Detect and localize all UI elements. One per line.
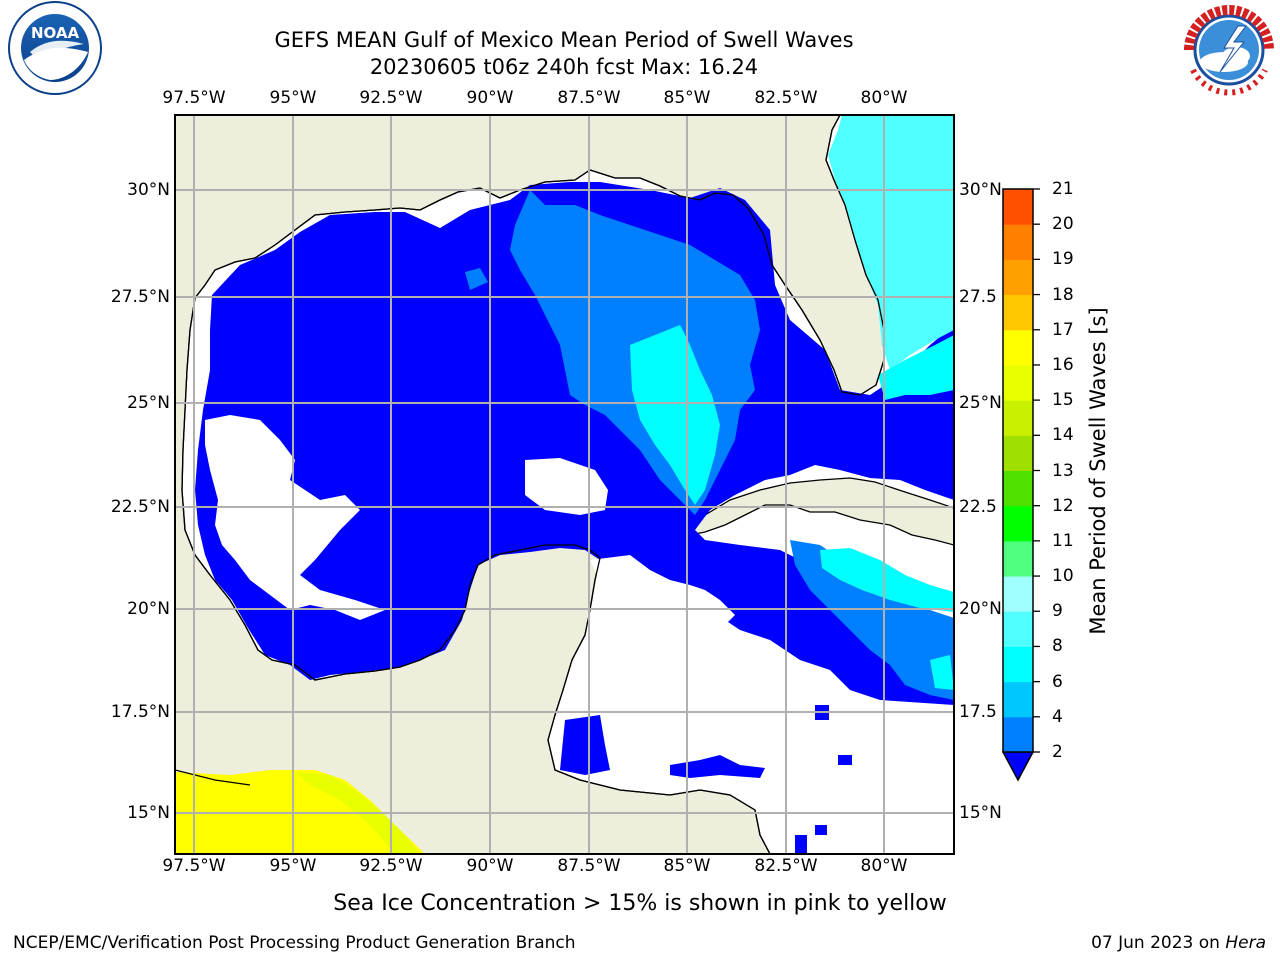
map-plot — [175, 115, 954, 854]
colorbar-band — [1003, 329, 1033, 366]
colorbar-tick-label: 19 — [1052, 249, 1074, 270]
colorbar-tick-label: 2 — [1052, 742, 1063, 762]
colorbar-tick-label: 15 — [1052, 390, 1074, 411]
colorbar-tick-label: 8 — [1052, 636, 1063, 657]
lon-label-top: 97.5°W — [162, 88, 226, 108]
swell-6-8s — [630, 325, 720, 505]
colorbar-band — [1003, 505, 1033, 542]
lat-label-right: 20°N — [959, 599, 1002, 619]
map-frame — [174, 114, 955, 855]
colorbar-tick-label: 13 — [1052, 460, 1074, 481]
chart-subtitle: 20230605 t06z 240h fcst Max: 16.24 — [369, 55, 759, 79]
colorbar-tick-label: 20 — [1052, 214, 1074, 235]
lon-label-top: 82.5°W — [754, 88, 818, 108]
colorbar-tick-label: 10 — [1052, 566, 1074, 587]
colorbar-tick-label: 12 — [1052, 495, 1074, 516]
lon-label-bottom: 80°W — [860, 856, 908, 876]
colorbar-label: Mean Period of Swell Waves [s] — [1086, 307, 1110, 635]
lat-label-right: 17.5 — [959, 702, 997, 722]
lat-label-right: 22.5 — [959, 497, 997, 517]
lat-label-right: 27.5 — [959, 287, 997, 307]
colorbar-band — [1003, 189, 1033, 225]
swell-2-4s — [195, 182, 954, 705]
swell-atlantic — [828, 115, 954, 370]
colorbar-band — [1003, 435, 1033, 471]
lon-label-top: 95°W — [269, 88, 317, 108]
colorbar-band — [1003, 540, 1033, 577]
svg-text:NOAA: NOAA — [31, 24, 80, 42]
colorbar-band — [1003, 716, 1033, 753]
colorbar-band — [1003, 576, 1033, 612]
lat-label-right: 30°N — [959, 180, 1002, 200]
colorbar-band — [1003, 224, 1033, 260]
lon-label-bottom: 95°W — [269, 856, 317, 876]
nws-logo — [1183, 4, 1275, 96]
colorbar-tick-label: 17 — [1052, 319, 1074, 340]
lon-label-bottom: 82.5°W — [754, 856, 818, 876]
colorbar-band — [1003, 681, 1033, 718]
lat-label-right: 25°N — [959, 393, 1002, 413]
colorbar-band — [1003, 259, 1033, 296]
lon-label-bottom: 87.5°W — [557, 856, 621, 876]
lon-label-top: 85°W — [663, 88, 711, 108]
colorbar-tick-label: 9 — [1052, 601, 1063, 622]
colorbar-tick-label: 11 — [1052, 530, 1074, 551]
lon-label-top: 90°W — [466, 88, 514, 108]
colorbar-tick-label: 16 — [1052, 354, 1074, 375]
colorbar-band — [1003, 611, 1033, 647]
footer-credit: NCEP/EMC/Verification Post Processing Pr… — [13, 933, 576, 953]
colorbar — [1001, 188, 1040, 782]
colorbar-band — [1003, 294, 1033, 331]
colorbar-band — [1003, 400, 1033, 436]
colorbar-tick-label: 6 — [1052, 671, 1063, 692]
lat-label-left: 30°N — [127, 180, 170, 200]
no-data-west — [205, 415, 385, 620]
colorbar-tick-label: 14 — [1052, 425, 1074, 446]
lat-label-left: 27.5°N — [110, 287, 170, 307]
sea-ice-note: Sea Ice Concentration > 15% is shown in … — [333, 891, 947, 916]
lat-label-left: 22.5°N — [110, 497, 170, 517]
lon-label-top: 92.5°W — [359, 88, 423, 108]
colorbar-band — [1003, 646, 1033, 683]
lon-label-top: 80°W — [860, 88, 908, 108]
noaa-logo: NOAA — [8, 1, 102, 95]
colorbar-band — [1003, 364, 1033, 401]
map-grid — [175, 115, 954, 854]
lat-label-left: 15°N — [127, 803, 170, 823]
lon-label-bottom: 90°W — [466, 856, 514, 876]
lat-label-right: 15°N — [959, 803, 1002, 823]
lat-label-left: 25°N — [127, 393, 170, 413]
colorbar-extend-arrow — [1001, 751, 1035, 782]
lon-label-bottom: 85°W — [663, 856, 711, 876]
colorbar-band — [1003, 470, 1033, 507]
lat-label-left: 20°N — [127, 599, 170, 619]
lon-label-top: 87.5°W — [557, 88, 621, 108]
chart-title: GEFS MEAN Gulf of Mexico Mean Period of … — [274, 28, 854, 52]
colorbar-tick-label: 4 — [1052, 706, 1063, 727]
colorbar-tick-label: 18 — [1052, 284, 1074, 305]
lon-label-bottom: 97.5°W — [162, 856, 226, 876]
lon-label-bottom: 92.5°W — [359, 856, 423, 876]
colorbar-tick-label: 21 — [1052, 179, 1074, 199]
lat-label-left: 17.5°N — [110, 702, 170, 722]
footer-date: 07 Jun 2023 on Hera — [1091, 933, 1266, 953]
